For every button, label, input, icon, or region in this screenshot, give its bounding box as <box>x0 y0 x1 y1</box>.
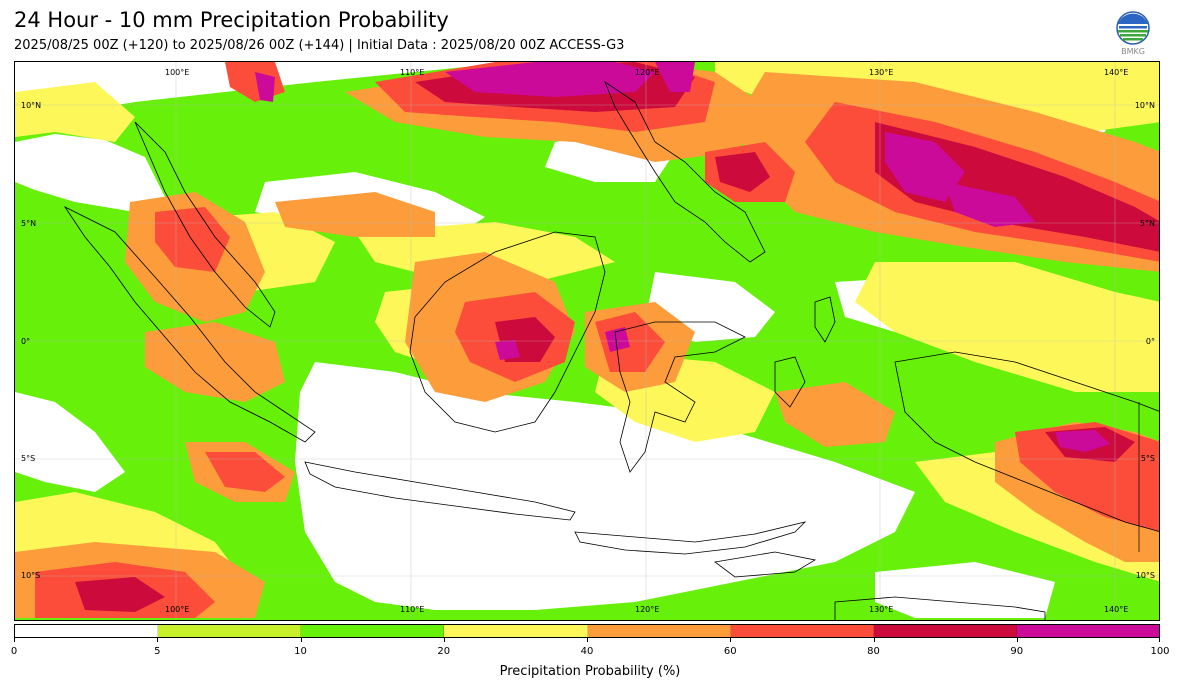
colorbar-segment-20-40 <box>444 625 588 637</box>
coast-maluku <box>774 356 806 408</box>
colorbar-segment-80-90 <box>873 625 1017 637</box>
colorbar-tick <box>443 638 445 642</box>
coast-philippines <box>604 80 766 263</box>
lat-label-right-10n: 10°N <box>1134 101 1155 110</box>
colorbar-tick <box>730 638 732 642</box>
graticule <box>15 62 1159 620</box>
lat-label-left-5n: 5°N <box>21 219 37 228</box>
coastlines <box>63 80 1159 620</box>
colorbar-tick <box>873 638 875 642</box>
coast-new-guinea <box>894 351 1159 532</box>
lat-label-left-0: 0° <box>21 337 31 346</box>
bmkg-logo-text: BMKG <box>1121 47 1145 56</box>
lon-label-bottom-130e: 130°E <box>869 605 894 614</box>
colorbar <box>14 624 1160 638</box>
lon-label-top-110e: 110°E <box>400 68 425 77</box>
colorbar-tick-label: 10 <box>294 646 307 657</box>
colorbar-tick <box>300 638 302 642</box>
lat-label-right-10s: 10°S <box>1135 571 1155 580</box>
coast-nusa-tenggara <box>574 521 807 555</box>
lat-label-left-10s: 10°S <box>21 571 41 580</box>
colorbar-tick <box>1016 638 1018 642</box>
lat-label-left-10n: 10°N <box>21 101 42 110</box>
colorbar-tick-label: 80 <box>867 646 880 657</box>
lat-label-right-0: 0° <box>1145 337 1155 346</box>
coast-australia-north <box>834 596 1046 620</box>
coast-sulawesi <box>614 321 746 473</box>
lat-label-left-5s: 5°S <box>21 454 36 463</box>
colorbar-tick <box>14 638 15 642</box>
coast-timor <box>714 551 817 578</box>
coast-malay-peninsula <box>134 121 276 328</box>
coast-halmahera <box>814 296 836 343</box>
colorbar-tick-label: 100 <box>1150 646 1170 657</box>
bmkg-logo: BMKG <box>1114 10 1152 56</box>
lon-label-top-100e: 100°E <box>165 68 190 77</box>
colorbar-label: Precipitation Probability (%) <box>499 664 681 679</box>
colorbar-tick-label: 60 <box>723 646 737 657</box>
colorbar-segment-10-20 <box>301 625 445 637</box>
lon-label-bottom-100e: 100°E <box>165 605 190 614</box>
probability-field <box>15 62 1159 620</box>
colorbar-tick-label: 20 <box>437 646 451 657</box>
colorbar-tick-label: 5 <box>154 646 161 657</box>
bmkg-logo-emblem: BMKG <box>1116 11 1150 56</box>
precipitation-map: 100°E 110°E 120°E 130°E 140°E 100°E 110°… <box>14 61 1160 621</box>
colorbar-tick <box>587 638 588 642</box>
lon-label-top-130e: 130°E <box>869 68 894 77</box>
coast-borneo <box>409 231 606 433</box>
lon-label-bottom-140e: 140°E <box>1104 605 1129 614</box>
lat-label-right-5s: 5°S <box>1140 454 1155 463</box>
lon-label-bottom-110e: 110°E <box>400 605 425 614</box>
chart-subtitle: 2025/08/25 00Z (+120) to 2025/08/26 00Z … <box>14 38 625 53</box>
colorbar-segment-60-80 <box>730 625 874 637</box>
colorbar-tick-label: 0 <box>10 646 18 657</box>
coast-java <box>304 461 576 521</box>
colorbar-tick <box>1159 638 1160 642</box>
colorbar-segment-0-5 <box>15 625 159 637</box>
colorbar-segment-90-100 <box>1016 625 1159 637</box>
colorbar-tick-label: 90 <box>1010 646 1024 657</box>
colorbar-tick <box>157 638 159 642</box>
lat-label-right-5n: 5°N <box>1139 219 1155 228</box>
coast-sumatra <box>63 205 316 443</box>
lon-label-top-140e: 140°E <box>1104 68 1129 77</box>
colorbar-segment-5-10 <box>158 625 302 637</box>
colorbar-segment-40-60 <box>587 625 731 637</box>
chart-title: 24 Hour - 10 mm Precipitation Probabilit… <box>14 8 449 32</box>
lon-label-top-120e: 120°E <box>635 68 660 77</box>
band-magenta <box>255 62 1110 452</box>
lon-label-bottom-120e: 120°E <box>635 605 660 614</box>
colorbar-tick-label: 40 <box>580 646 594 657</box>
